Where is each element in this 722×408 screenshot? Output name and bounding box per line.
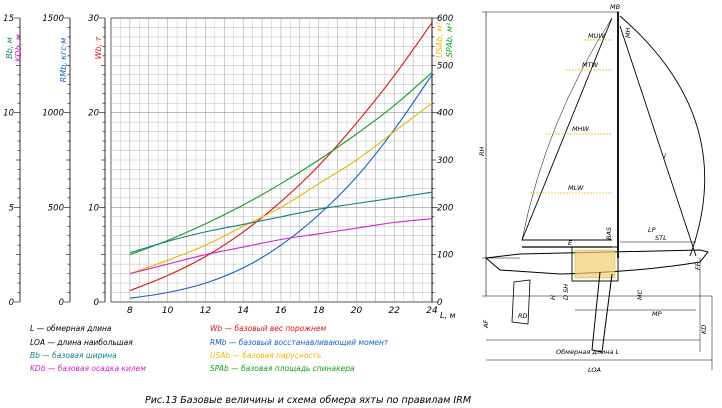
label-mb: MB <box>610 3 621 11</box>
legend-entry-rmb: RMb — базовый восстанавливающий момент <box>210 338 389 347</box>
y-tick-label: 20 <box>88 109 99 119</box>
axis-label-spab: SPAb, м² <box>445 22 454 57</box>
label-l: Обмерная длина L <box>556 348 620 356</box>
yacht-schematic <box>482 11 713 370</box>
series-line-kdb <box>129 218 433 275</box>
chart-axes: 8 10 12 14 16 18 20 22 2405101505001000150001020… <box>3 14 453 316</box>
series-line-usab <box>129 102 433 275</box>
axis-label-usab: USAb, м² <box>435 21 444 58</box>
label-kd: KD <box>700 325 708 334</box>
legend: L — обмерная длина LOA — длина наибольша… <box>30 324 389 373</box>
y-tick-label: 0 <box>94 298 99 308</box>
label-loa: LOA <box>588 366 601 374</box>
label-lp: LP <box>648 226 656 234</box>
x-tick-label: 8 <box>127 306 133 316</box>
label-mh: MH <box>624 27 632 38</box>
y-tick-label: 5 <box>9 203 14 213</box>
label-dsh: D SH <box>562 284 570 300</box>
y-tick-label: 500 <box>437 61 453 71</box>
y-tick-label: 10 <box>3 109 14 119</box>
legend-entry-bb: Bb — базовая ширина <box>30 351 117 360</box>
y-tick-label: 200 <box>437 203 453 213</box>
label-i: I <box>664 152 666 160</box>
label-mhw: MHW <box>572 125 589 133</box>
label-af: AF <box>482 320 490 329</box>
legend-entry-usab: USAb — базовая парусность <box>210 351 321 360</box>
chart-series <box>129 22 433 299</box>
y-tick-label: 600 <box>437 14 453 24</box>
x-tick-label: 18 <box>313 306 325 316</box>
figure-caption: Рис.13 Базовые величины и схема обмера я… <box>145 395 471 406</box>
label-mp: MP <box>652 310 662 318</box>
y-tick-label: 0 <box>59 298 64 308</box>
y-tick-label: 15 <box>3 14 14 24</box>
y-tick-label: 10 <box>88 203 99 213</box>
label-rd: RD <box>518 312 528 320</box>
series-line-spab <box>129 71 433 256</box>
y-tick-label: 0 <box>437 298 442 308</box>
axis-label-kdb: KDb, м <box>14 34 23 62</box>
series-line-bb <box>129 191 433 254</box>
y-tick-label: 100 <box>437 251 453 261</box>
label-mtw: MTW <box>582 61 599 69</box>
x-tick-label: 24 <box>426 306 438 316</box>
chart-grid <box>110 17 433 303</box>
series-line-rmb <box>129 74 433 299</box>
axis-label-rmb: RMb, кгс·м <box>59 38 68 83</box>
x-tick-label: 22 <box>389 306 401 316</box>
x-tick-label: 14 <box>237 306 249 316</box>
axis-label-wb: Wb, т <box>94 36 103 59</box>
y-tick-label: 400 <box>437 109 453 119</box>
label-h: H <box>549 295 557 300</box>
y-tick-label: 1000 <box>42 109 64 119</box>
label-bas: BAS <box>605 227 613 240</box>
y-tick-label: 0 <box>9 298 14 308</box>
x-tick-label: 20 <box>351 306 363 316</box>
y-tick-label: 300 <box>437 156 453 166</box>
y-tick-label: 1500 <box>42 14 64 24</box>
legend-entry-l: L — обмерная длина <box>30 324 112 333</box>
x-tick-label: 12 <box>200 306 212 316</box>
legend-entry-wb: Wb — базовый вес порожнем <box>210 324 327 333</box>
label-muw: MUW <box>588 32 605 40</box>
label-e: E <box>568 239 573 247</box>
y-tick-label: 500 <box>48 203 64 213</box>
label-mlw: MLW <box>568 184 584 192</box>
label-rh: RH <box>478 146 486 156</box>
schematic-labels: MB MH MUW MTW MHW MLW RH I E BAS STL LP … <box>478 3 708 374</box>
legend-entry-loa: LOA — длина наибольшая <box>30 338 133 347</box>
x-tick-label: 16 <box>275 306 287 316</box>
y-tick-label: 30 <box>88 14 99 24</box>
x-tick-label: 10 <box>162 306 174 316</box>
label-stl: STL <box>655 234 667 242</box>
legend-entry-spab: SPAb — базовая площадь спинакера <box>210 364 355 373</box>
label-mc: MC <box>636 289 644 300</box>
legend-entry-kdb: KDb — базовая осадка килем <box>30 364 146 373</box>
axis-label-bb: Bb, м <box>5 37 14 59</box>
series-line-wb <box>129 22 433 292</box>
label-ff: FF <box>694 262 702 270</box>
axis-label-l: L, м <box>440 311 456 320</box>
